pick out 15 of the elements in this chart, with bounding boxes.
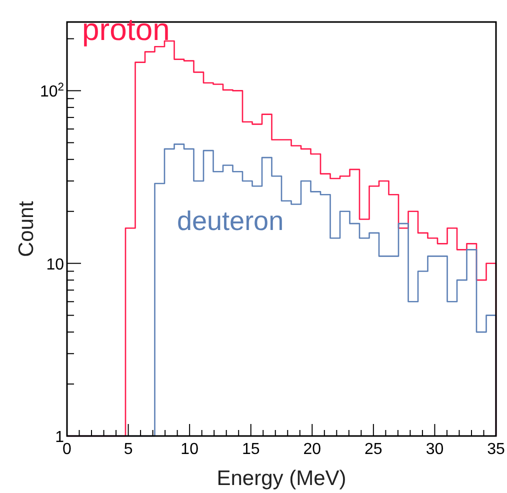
y-tick-label: 10$^{2}$	[40, 82, 64, 101]
y-axis-title: Count	[15, 200, 38, 258]
x-tick-label: 5	[124, 441, 133, 458]
x-tick-label: 0	[62, 441, 72, 458]
x-axis-title: Energy (MeV)	[216, 467, 346, 490]
x-tick-label: 15	[242, 441, 260, 458]
x-tick-label: 25	[364, 441, 382, 458]
x-tick-label: 35	[487, 441, 505, 458]
x-tick-label: 30	[426, 441, 444, 458]
series-label: deuteron	[177, 206, 284, 236]
y-tick-label: 10	[46, 256, 64, 274]
x-tick-label: 20	[303, 441, 322, 458]
y-tick-label: 1	[55, 429, 64, 446]
series-label: proton	[82, 12, 170, 47]
x-tick-label: 10	[180, 441, 199, 458]
